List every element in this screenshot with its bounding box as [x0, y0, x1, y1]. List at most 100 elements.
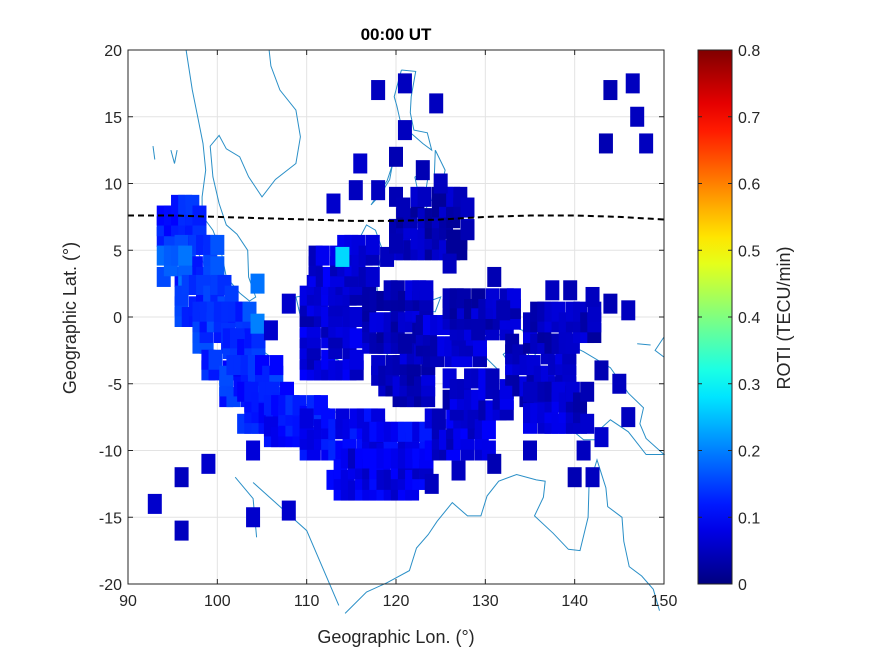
roti-cell	[580, 381, 595, 402]
y-tick-label: -20	[99, 577, 122, 594]
roti-cell	[281, 293, 296, 314]
colorbar-tick-label: 0.3	[738, 377, 760, 394]
coastline-segment	[152, 146, 156, 160]
roti-cell	[224, 285, 239, 306]
roti-cell	[585, 467, 600, 488]
x-tick-label: 130	[472, 593, 499, 610]
roti-cell	[208, 349, 223, 370]
roti-cell	[201, 453, 216, 474]
y-tick-label: 15	[104, 110, 122, 127]
colorbar-tick-label: 0.5	[738, 243, 760, 260]
roti-cell	[147, 493, 162, 514]
roti-cell	[389, 233, 403, 254]
roti-cell	[178, 245, 193, 266]
roti-cell	[580, 413, 595, 434]
colorbar-tick-label: 0.4	[738, 310, 760, 327]
roti-cell	[594, 427, 609, 448]
y-tick-label: 20	[104, 43, 122, 60]
roti-cell	[433, 173, 448, 194]
colorbar-label: ROTI (TECU/min)	[774, 247, 794, 390]
roti-cell	[523, 381, 537, 402]
y-tick-label: 10	[104, 177, 122, 194]
roti-cell	[417, 186, 432, 207]
roti-cell	[349, 307, 364, 327]
roti-cell	[250, 313, 265, 334]
roti-cell	[246, 507, 261, 528]
y-tick-label: -10	[99, 444, 122, 461]
coastline-segment	[185, 49, 301, 302]
roti-cell	[625, 73, 640, 94]
roti-cell	[263, 320, 278, 341]
colorbar-tick-labels: 0 0.1 0.2 0.3 0.4 0.5 0.6 0.7 0.8	[738, 43, 760, 594]
roti-cell	[415, 160, 430, 181]
roti-cell	[348, 180, 363, 201]
roti-cell	[487, 266, 502, 287]
coastline-segment	[393, 69, 433, 152]
colorbar-tick-label: 0.8	[738, 43, 760, 60]
roti-cell	[576, 440, 591, 461]
roti-cell	[349, 349, 364, 370]
roti-cell	[621, 407, 636, 428]
x-tick-label: 100	[204, 593, 231, 610]
roti-cell	[250, 273, 265, 294]
x-tick-label: 110	[294, 593, 320, 610]
roti-cells	[147, 73, 654, 541]
roti-cell	[621, 300, 636, 321]
roti-cell	[269, 355, 284, 376]
colorbar-tick-label: 0.6	[738, 177, 760, 194]
roti-cell	[246, 440, 261, 461]
x-tick-label: 140	[561, 593, 588, 610]
roti-cell	[371, 180, 386, 201]
chart-title: 00:00 UT	[361, 25, 432, 44]
colorbar-gradient	[697, 49, 733, 585]
colorbar	[697, 49, 733, 585]
roti-cell	[472, 336, 487, 357]
roti-cell	[506, 288, 521, 309]
roti-cell	[210, 256, 225, 277]
roti-cell	[429, 93, 444, 114]
y-tick-label: -5	[108, 377, 122, 394]
roti-cell	[349, 328, 364, 349]
coastline-segment	[654, 336, 665, 358]
x-tick-labels: 90 100 110 120 130 140 150	[119, 593, 677, 610]
roti-cell	[563, 280, 578, 301]
roti-cell	[326, 193, 341, 214]
coastline-segment	[637, 343, 651, 346]
roti-cell	[523, 440, 537, 461]
roti-cell	[598, 133, 613, 154]
colorbar-tick-label: 0	[738, 577, 747, 594]
roti-cell	[485, 368, 500, 389]
y-tick-labels: 20 15 10 5 0 -5 -10 -15 -20	[99, 43, 122, 594]
roti-cell	[419, 280, 434, 301]
roti-cell	[397, 120, 412, 141]
roti-cell	[567, 467, 582, 488]
roti-cell	[174, 467, 189, 488]
roti-cell	[315, 245, 330, 266]
roti-cell	[585, 286, 600, 307]
roti-cell	[365, 234, 380, 255]
x-tick-label: 120	[383, 593, 410, 610]
roti-cell	[460, 197, 475, 218]
roti-cell	[281, 500, 296, 521]
roti-cell	[481, 419, 496, 440]
roti-cell	[389, 146, 403, 167]
roti-cell	[371, 80, 386, 101]
roti-cell	[603, 80, 618, 101]
roti-cell	[397, 333, 412, 354]
y-tick-label: -15	[99, 510, 122, 527]
roti-cell	[335, 246, 350, 267]
roti-cell	[353, 153, 368, 174]
coastline-segment	[252, 482, 340, 606]
x-tick-label: 90	[119, 593, 137, 610]
colorbar-tick-label: 0.2	[738, 444, 760, 461]
y-tick-label: 5	[113, 243, 122, 260]
roti-cell	[594, 360, 609, 381]
roti-cell	[603, 293, 618, 314]
roti-cell	[545, 280, 560, 301]
roti-cell	[210, 234, 225, 255]
y-tick-label: 0	[113, 310, 122, 327]
roti-cell	[639, 133, 654, 154]
colorbar-tick-label: 0.7	[738, 110, 760, 127]
x-tick-label: 150	[651, 593, 678, 610]
